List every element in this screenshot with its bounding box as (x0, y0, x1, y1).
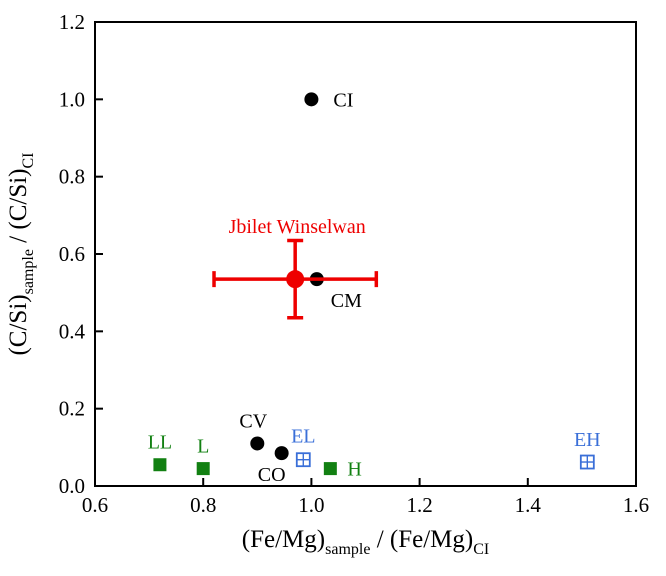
plot-frame (94, 21, 637, 487)
point-label-CI: CI (333, 89, 353, 111)
y-tick-label: 1.2 (59, 10, 85, 34)
circle-marker (304, 92, 319, 107)
x-tick-label: 0.6 (82, 493, 108, 517)
data-point-L: L (196, 436, 210, 476)
data-point-H: H (323, 459, 362, 481)
y-tick-label: 0.8 (59, 165, 85, 189)
data-point-CO: CO (258, 446, 289, 486)
y-tick-label: 0.6 (59, 242, 85, 266)
y-tick-label: 1.0 (59, 87, 85, 111)
point-label-CM: CM (331, 290, 362, 312)
point-label-JW: Jbilet Winselwan (229, 216, 366, 238)
square-marker (323, 462, 337, 476)
x-axis-label: (Fe/Mg)sample / (Fe/Mg)CI (242, 526, 489, 558)
data-point-EL: EL (291, 426, 316, 468)
point-label-CO: CO (258, 464, 286, 486)
x-tick-label: 1.4 (515, 493, 542, 517)
circle-marker (286, 270, 305, 289)
x-tick-label: 1.2 (406, 493, 432, 517)
square-marker (196, 462, 210, 476)
point-label-CV: CV (239, 410, 267, 432)
data-point-EH: EH (574, 429, 601, 470)
data-point-LL: LL (148, 432, 172, 472)
point-label-EH: EH (574, 429, 601, 451)
x-tick-label: 1.6 (623, 493, 649, 517)
y-tick-label: 0.2 (59, 397, 85, 421)
data-point-CV: CV (239, 410, 268, 451)
x-tick-label: 0.8 (190, 493, 216, 517)
y-axis-label: (C/Si)sample / (C/Si)CI (5, 152, 37, 355)
circle-marker (250, 436, 265, 451)
square-marker (153, 458, 167, 472)
point-label-LL: LL (148, 432, 172, 454)
point-label-EL: EL (291, 426, 315, 448)
y-tick-label: 0.0 (59, 474, 85, 498)
y-tick-label: 0.4 (59, 319, 86, 343)
x-tick-label: 1.0 (298, 493, 324, 517)
data-point-JW: Jbilet Winselwan (212, 216, 379, 320)
data-point-CI: CI (304, 89, 353, 111)
circle-marker (274, 446, 289, 461)
point-label-L: L (197, 436, 209, 458)
point-label-H: H (347, 459, 361, 481)
